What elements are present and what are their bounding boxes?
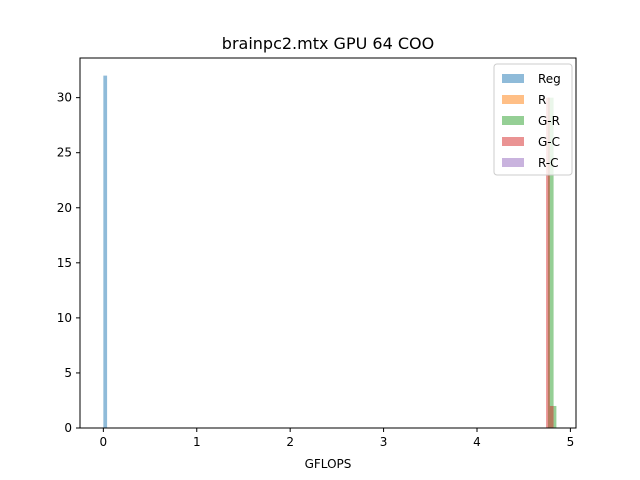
chart-title: brainpc2.mtx GPU 64 COO: [222, 34, 434, 53]
legend-swatch-g-r: [502, 116, 524, 125]
y-tick-label: 0: [64, 421, 72, 435]
y-axis: 0 5 10 15 20 25 30: [57, 91, 80, 435]
y-tick-label: 10: [57, 311, 72, 325]
y-tick-label: 25: [57, 146, 72, 160]
x-axis: 0 1 2 3 4 5: [100, 428, 575, 449]
legend-swatch-g-c: [502, 137, 524, 146]
bar-g-c-1: [549, 405, 554, 428]
legend-label-reg: Reg: [538, 72, 561, 86]
bar-g-c-0: [546, 97, 550, 429]
legend-label-g-c: G-C: [538, 135, 560, 149]
x-tick-label: 0: [100, 435, 108, 449]
bar-g-r-1: [553, 405, 557, 428]
legend-label-r-c: R-C: [538, 156, 559, 170]
x-tick-label: 4: [473, 435, 481, 449]
x-tick-label: 3: [380, 435, 388, 449]
x-axis-title: GFLOPS: [305, 457, 352, 471]
legend-box: [493, 63, 573, 176]
x-tick-label: 2: [286, 435, 294, 449]
y-tick-label: 5: [64, 366, 72, 380]
legend-swatch-r-c: [502, 158, 524, 167]
legend-swatch-r: [502, 95, 524, 104]
y-tick-label: 15: [57, 256, 72, 270]
plot-frame: [79, 57, 577, 429]
legend: Reg R G-R G-C R-C: [493, 63, 573, 176]
bar-reg-0: [103, 75, 108, 428]
legend-swatch-reg: [502, 74, 524, 83]
x-tick-label: 1: [193, 435, 201, 449]
y-tick-label: 30: [57, 91, 72, 105]
bar-g-r-0: [547, 97, 554, 429]
y-tick-label: 20: [57, 201, 72, 215]
histogram-bars: [103, 75, 557, 429]
x-tick-label: 5: [567, 435, 575, 449]
legend-label-g-r: G-R: [538, 114, 560, 128]
legend-label-r: R: [538, 93, 546, 107]
